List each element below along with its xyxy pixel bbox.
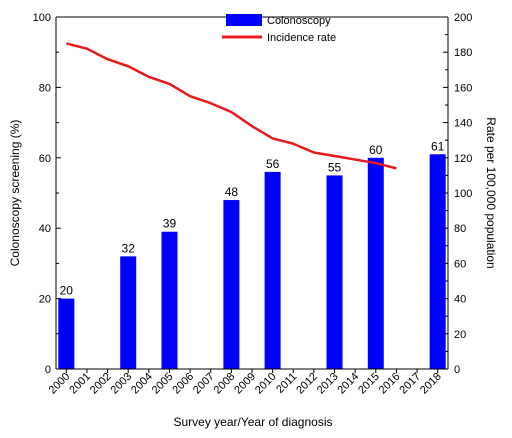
y-tick-label-right-180: 180	[454, 47, 472, 59]
x-tick-label-2013: 2013	[315, 371, 341, 397]
bar-label-2015: 60	[369, 143, 383, 157]
x-tick-label-2017: 2017	[397, 371, 423, 397]
y-tick-label-right-160: 160	[454, 82, 472, 94]
y-tick-label-right-80: 80	[454, 223, 466, 235]
legend: Colonoscopy Incidence rate	[222, 14, 336, 44]
legend-colonoscopy-swatch	[226, 14, 262, 26]
bar-2018	[429, 154, 446, 369]
x-tick-label-2005: 2005	[150, 371, 176, 397]
x-tick-label-2003: 2003	[109, 371, 135, 397]
y-tick-label-left-60: 60	[39, 153, 51, 165]
bar-2010	[264, 171, 281, 369]
bar-label-2005: 39	[163, 217, 177, 231]
bar-value-labels: 20 32 39 48 56 55 60 61	[60, 139, 445, 297]
y-tick-label-left-80: 80	[39, 82, 51, 94]
bar-label-2013: 55	[328, 160, 342, 174]
x-tick-label-2012: 2012	[294, 371, 320, 397]
bar-2003	[120, 256, 137, 369]
bar-2013	[326, 175, 343, 369]
bar-2008	[223, 200, 240, 369]
bar-2005	[161, 231, 178, 369]
y-tick-label-right-0: 0	[454, 364, 460, 376]
y-tick-label-left-20: 20	[39, 294, 51, 306]
bar-2015	[367, 157, 384, 369]
x-tick-label-2016: 2016	[377, 371, 403, 397]
bar-2000	[58, 298, 75, 369]
y-tick-label-left-40: 40	[39, 223, 51, 235]
legend-incidence-label: Incidence rate	[267, 32, 336, 44]
y-tick-label-right-40: 40	[454, 294, 466, 306]
y-tick-label-right-100: 100	[454, 188, 472, 200]
axes	[55, 16, 449, 373]
bar-label-2018: 61	[431, 139, 445, 153]
y-tick-label-right-20: 20	[454, 329, 466, 341]
line-series	[66, 42, 397, 170]
bar-series	[58, 154, 446, 369]
x-tick-label-2007: 2007	[191, 371, 217, 397]
x-tick-label-2002: 2002	[88, 371, 114, 397]
y-tick-label-left-100: 100	[33, 12, 51, 24]
bar-label-2008: 48	[225, 185, 239, 199]
y-axis-title-left: Colonoscopy screening (%)	[8, 120, 22, 267]
tick-labels: 0204060801000204060801001201401601802002…	[33, 12, 473, 396]
x-tick-label-2010: 2010	[253, 371, 279, 397]
bar-label-2010: 56	[266, 157, 280, 171]
x-tick-label-2015: 2015	[356, 371, 382, 397]
y-tick-label-left-0: 0	[45, 364, 51, 376]
bar-label-2000: 20	[60, 284, 74, 298]
x-axis-title: Survey year/Year of diagnosis	[174, 415, 333, 429]
y-axis-title-right: Rate per 100,000 population	[484, 117, 498, 268]
x-tick-label-2006: 2006	[170, 371, 196, 397]
x-tick-label-2008: 2008	[212, 371, 238, 397]
x-tick-label-2001: 2001	[67, 371, 93, 397]
y-tick-label-right-120: 120	[454, 153, 472, 165]
x-tick-label-2009: 2009	[232, 371, 258, 397]
x-tick-label-2004: 2004	[129, 371, 155, 397]
y-tick-label-right-140: 140	[454, 118, 472, 130]
x-tick-label-2018: 2018	[418, 371, 444, 397]
y-tick-label-right-60: 60	[454, 258, 466, 270]
incidence-rate-line	[66, 42, 397, 170]
legend-colonoscopy-label: Colonoscopy	[267, 15, 331, 27]
y-tick-label-right-200: 200	[454, 12, 472, 24]
x-tick-label-2014: 2014	[335, 371, 361, 397]
x-tick-label-2011: 2011	[274, 371, 299, 396]
bar-label-2003: 32	[122, 241, 136, 255]
